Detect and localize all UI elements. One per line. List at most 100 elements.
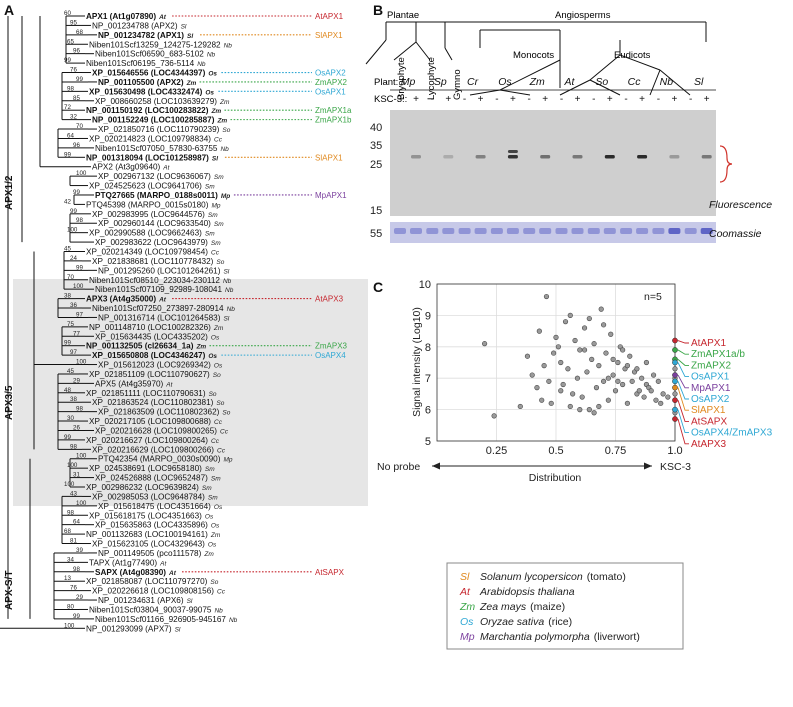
label-monocots: Monocots [513,50,554,61]
highlight-point [672,397,678,404]
coomassie-band [490,228,503,234]
leaf-species: Sm [214,174,224,181]
gel-band [475,155,486,159]
plant-mp: Mp [401,76,416,88]
legend-abbr: At [459,586,471,598]
scatter-points [482,293,678,422]
leaf-annotation: MpAPX1 [315,191,347,200]
plant-at: At [564,76,576,88]
leaf-species: Sm [211,476,221,483]
leaf-species: Os [205,89,214,96]
leaf-species: Sm [205,184,215,191]
fluorescence-label: Fluorescence [709,199,772,211]
bootstrap-value: 81 [70,538,77,545]
band-bracket [719,145,733,183]
bootstrap-value: 64 [73,519,80,526]
legend-species: Marchantia polymorpha [480,631,590,643]
highlight-point [672,337,678,344]
leaf-species: Zm [203,551,214,558]
ksc-sign: - [528,94,531,105]
scatter-point [641,394,647,400]
coomassie-band [394,228,406,234]
bootstrap-value: 100 [64,622,75,629]
bootstrap-value: 96 [73,142,80,149]
gel-band [443,155,454,159]
leaf-species: Sm [208,212,218,219]
leaf-label: NP_001316714 (LOC101264583) [98,313,221,322]
scatter-point [565,366,571,372]
leaf-species: At [168,570,177,577]
leaf-label: NP_001132683 (LOC100194161) [86,530,208,539]
protein-label: OsAPX4/ZmAPX3 [691,428,773,439]
bootstrap-value: 85 [73,95,80,102]
coomassie-band [636,228,649,234]
leaf-label: Niben101Scf07109_92989-108041 [95,285,222,294]
scatter-point [586,407,592,413]
ksc-signs: - + - + - + - + - + - + - + - + - + - + [398,94,709,105]
leaf-label: XP_021850716 (LOC110790239) [98,125,220,134]
coomassie-band [442,228,455,234]
scatter-point [581,325,588,331]
highlight-point [672,384,678,391]
bootstrap-value: 43 [70,490,77,497]
scatter-point [541,363,547,369]
scatter-point [648,388,654,394]
highlight-point [672,416,678,422]
bootstrap-value: 64 [67,132,74,139]
scatter-point [558,359,564,366]
gel-band [604,155,615,159]
coomassie-band [587,228,600,234]
leaf-label: APX3 (At4g35000) [86,295,156,304]
leaf-species: Mp [223,457,232,464]
label-leader [677,387,689,411]
panel-c-label: C [373,279,383,295]
ksc-sign: - [689,94,692,105]
scatter-point [579,394,585,400]
legend-abbr: Zm [459,601,475,613]
leaf-label: XP_015612023 (LOC9269342) [98,361,211,370]
bootstrap-value: 60 [64,10,71,17]
scatter-point [672,391,678,397]
leaf-species: Sl [187,598,193,605]
scatter-point [653,397,659,403]
leaf-species: Sm [202,485,212,492]
gel-band [637,155,648,159]
scatter-point [610,356,616,362]
coomassie-band [652,228,665,234]
leaf-annotation: ZmAPX1a [315,106,352,115]
coomassie-band [506,228,519,234]
label-gymno: Gymno [452,69,463,100]
bootstrap-value: 100 [76,453,87,460]
bootstrap-value: 30 [67,415,74,422]
highlight-point [672,406,678,413]
bootstrap-value: 68 [76,29,83,36]
leaf-annotation: ZmAPX1b [315,116,352,125]
legend-common: (liverwort) [594,631,640,643]
scatter-point [643,359,650,366]
scatter-point [534,385,540,391]
bootstrap-value: 29 [76,594,83,601]
scatter-point [586,315,592,322]
leaf-species: Cc [214,136,223,143]
protein-label: OsAPX2 [691,394,730,405]
bootstrap-value: 76 [70,67,77,74]
legend-species: Arabidopsis thaliana [479,586,575,598]
scatter-point [529,372,535,378]
leaf-species: Cc [220,428,229,435]
coomassie-band [426,228,439,234]
label-leader [677,349,689,355]
leaf-species: So [222,410,230,417]
leaf-label: XP_020216628 (LOC109800265) [95,426,217,435]
bootstrap-value: 70 [67,274,74,281]
leaf-label: NP_001318094 (LOC101258987) [86,153,209,162]
leaf-label: NP_001293099 (APX7) [86,624,172,633]
ksc-sign: - [560,94,563,105]
leaf-annotation: SlAPX1 [315,153,343,162]
scatter-point [591,341,597,347]
bootstrap-value: 98 [76,406,83,413]
bootstrap-value: 100 [64,481,75,488]
plant-sp: Sp [434,76,447,88]
leaf-label: XP_002960144 (LOC9633540) [98,219,211,228]
leaf-label: NP_001234631 (APX6) [98,596,184,605]
